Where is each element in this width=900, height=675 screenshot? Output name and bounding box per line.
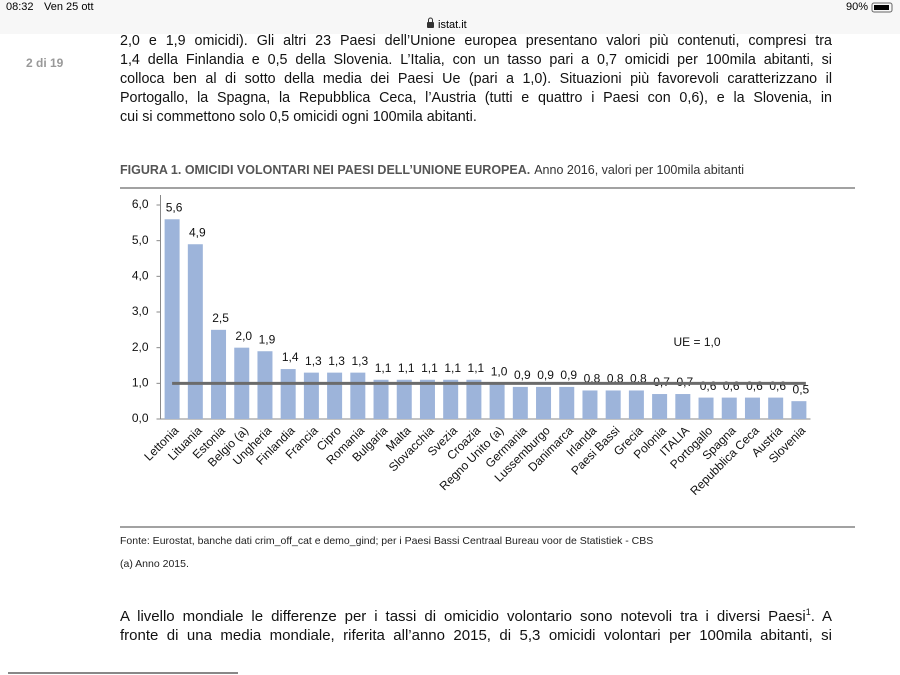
value-label: 1,3 (305, 354, 322, 368)
bar (373, 379, 389, 419)
value-label: 0,6 (700, 379, 717, 393)
y-tick-label: 4,0 (132, 269, 149, 283)
bar (628, 390, 644, 419)
paragraph-line: colloca ben al di sotto della media dei … (120, 71, 832, 87)
value-label: 1,3 (328, 354, 345, 368)
note: (a) Anno 2015. (120, 558, 189, 570)
reference-label: UE = 1,0 (673, 335, 720, 349)
lock-icon (427, 22, 434, 28)
bar (582, 390, 598, 419)
bar (768, 397, 784, 419)
y-tick-label: 2,0 (132, 340, 149, 354)
value-label: 2,0 (235, 329, 252, 343)
bar (396, 379, 412, 419)
value-label: 0,6 (746, 379, 763, 393)
value-label: 1,3 (351, 354, 368, 368)
bar (303, 372, 319, 419)
y-tick-label: 1,0 (132, 376, 149, 390)
bar (187, 244, 203, 419)
paragraph-line: Portogallo, la Spagna, la Repubblica Cec… (120, 90, 832, 106)
value-label: 0,6 (769, 379, 786, 393)
value-label: 1,1 (398, 361, 415, 375)
value-label: 0,9 (560, 368, 577, 382)
page-indicator[interactable]: 2 di 19 (26, 56, 64, 70)
value-label: 4,9 (189, 225, 206, 239)
text: A livello mondiale le differenze per i t… (120, 608, 806, 625)
bar (605, 390, 621, 419)
bar (280, 369, 296, 419)
bar (466, 379, 482, 419)
value-label: 1,1 (444, 361, 461, 375)
bar (419, 379, 435, 419)
bar (791, 401, 807, 419)
bar (536, 386, 552, 419)
lock-shackle (428, 17, 433, 22)
source: Fonte: Eurostat, banche dati crim_off_ca… (120, 535, 654, 547)
date: Ven 25 ott (44, 1, 94, 13)
bar (744, 397, 760, 419)
value-label: 0,9 (514, 368, 531, 382)
chart-title: FIGURA 1. OMICIDI VOLONTARI NEI PAESI DE… (120, 163, 530, 177)
footnote-ref[interactable]: 1 (805, 607, 811, 617)
bar (257, 351, 273, 419)
value-label: 1,1 (375, 361, 392, 375)
value-label: 5,6 (166, 200, 183, 214)
value-label: 1,0 (491, 365, 508, 379)
bar (164, 219, 180, 419)
value-label: 0,5 (793, 382, 810, 396)
battery-level (874, 5, 889, 10)
value-label: 1,9 (259, 332, 276, 346)
value-label: 2,5 (212, 311, 229, 325)
url[interactable]: istat.it (438, 19, 467, 31)
chart-subtitle: Anno 2016, valori per 100mila abitanti (534, 163, 744, 177)
bar (512, 386, 528, 419)
status-bar-bg (0, 0, 900, 18)
bar (327, 372, 343, 419)
y-tick-label: 5,0 (132, 233, 149, 247)
bar (350, 372, 366, 419)
address-bar-bg (0, 18, 900, 34)
paragraph-line: A livello mondiale le differenze per i t… (120, 607, 832, 625)
paragraph-line: cui si commettono solo 0,5 omicidi ogni … (120, 109, 477, 125)
paragraph-line: 1,4 della Finlandia e 0,5 della Slovenia… (120, 52, 832, 68)
y-tick-label: 3,0 (132, 304, 149, 318)
bar (698, 397, 714, 419)
paragraph-line: fronte di una media mondiale, riferita a… (120, 627, 832, 644)
y-tick-label: 6,0 (132, 197, 149, 211)
clock: 08:32 (6, 1, 34, 13)
value-label: 1,1 (468, 361, 485, 375)
bar (211, 329, 227, 419)
bar (443, 379, 459, 419)
bar (489, 383, 505, 419)
battery-percent: 90% (846, 1, 869, 13)
y-tick-label: 0,0 (132, 411, 149, 425)
bar (675, 394, 691, 419)
value-label: 1,4 (282, 350, 299, 364)
text: . A (810, 608, 833, 625)
value-label: 0,6 (723, 379, 740, 393)
value-label: 1,1 (421, 361, 438, 375)
bar (652, 394, 668, 419)
bar (559, 386, 575, 419)
battery-icon[interactable] (871, 2, 893, 13)
value-label: 0,9 (537, 368, 554, 382)
paragraph-line: 2,0 e 1,9 omicidi). Gli altri 23 Paesi d… (120, 33, 832, 49)
bar (721, 397, 737, 419)
chart-title-group: FIGURA 1. OMICIDI VOLONTARI NEI PAESI DE… (120, 163, 744, 177)
